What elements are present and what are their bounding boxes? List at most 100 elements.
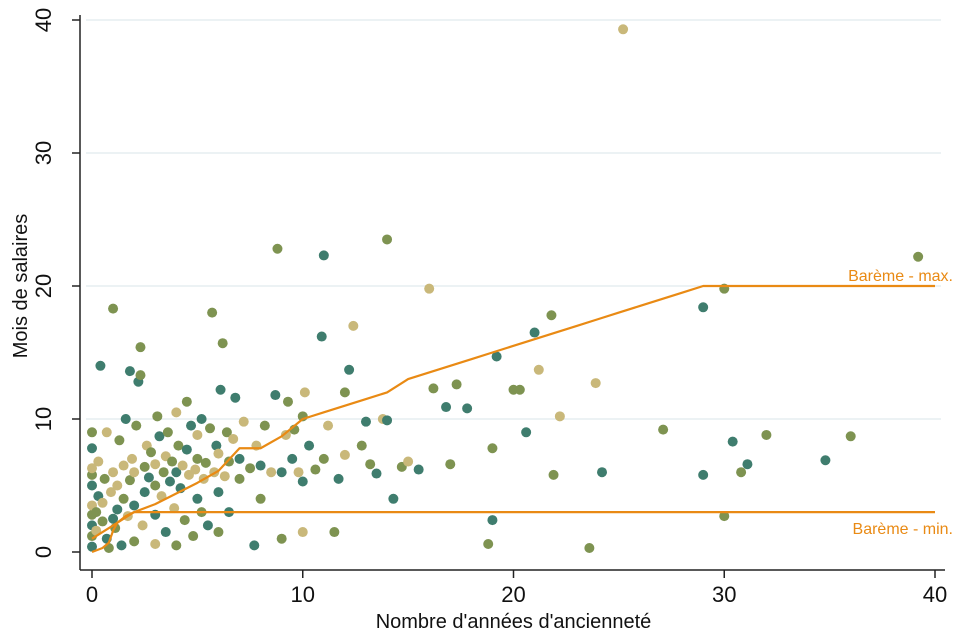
- data-point: [221, 427, 232, 438]
- data-point: [698, 302, 709, 313]
- data-point: [304, 440, 315, 451]
- data-point: [318, 250, 329, 261]
- data-point: [135, 342, 146, 353]
- data-point: [139, 461, 150, 472]
- data-point: [171, 467, 182, 478]
- data-point: [179, 515, 190, 526]
- x-tick-label: 10: [291, 582, 315, 607]
- data-point: [742, 459, 753, 470]
- data-point: [114, 435, 125, 446]
- data-point: [597, 467, 608, 478]
- axes: [72, 15, 945, 578]
- data-point: [546, 310, 557, 321]
- data-point: [255, 493, 266, 504]
- data-point: [514, 384, 525, 395]
- data-point: [146, 447, 157, 458]
- data-point: [135, 370, 146, 381]
- data-point: [913, 251, 924, 262]
- data-point: [339, 387, 350, 398]
- data-point: [310, 464, 321, 475]
- data-point: [150, 480, 161, 491]
- data-point: [348, 320, 359, 331]
- data-point: [190, 464, 201, 475]
- data-point: [382, 415, 393, 426]
- y-tick-label: 30: [31, 141, 56, 165]
- data-point: [101, 427, 112, 438]
- data-point: [276, 467, 287, 478]
- data-point: [590, 378, 601, 389]
- data-point: [213, 448, 224, 459]
- data-point: [196, 414, 207, 424]
- data-point: [108, 513, 119, 524]
- data-point: [169, 503, 180, 514]
- data-point: [188, 531, 199, 542]
- data-point: [266, 467, 277, 478]
- data-point: [487, 443, 498, 454]
- data-point: [548, 469, 559, 480]
- data-point: [223, 456, 234, 467]
- data-point: [323, 420, 334, 431]
- data-point: [299, 387, 310, 398]
- data-point: [112, 480, 123, 491]
- data-point: [177, 460, 188, 471]
- data-point: [181, 396, 192, 407]
- data-point: [618, 24, 629, 35]
- bareme-line-min: [91, 510, 935, 554]
- data-point: [428, 383, 439, 394]
- data-point: [736, 467, 747, 478]
- data-point: [129, 467, 140, 478]
- data-point: [584, 543, 595, 554]
- data-point: [533, 364, 544, 375]
- data-point: [441, 402, 452, 413]
- data-point: [162, 427, 173, 438]
- data-point: [131, 420, 142, 431]
- y-tick-label: 10: [31, 407, 56, 431]
- data-point: [192, 453, 203, 464]
- data-point: [87, 541, 97, 552]
- data-point: [388, 493, 399, 504]
- bareme-line-max: [91, 284, 935, 540]
- data-point: [192, 429, 203, 440]
- data-point: [116, 540, 127, 551]
- data-point: [297, 527, 308, 538]
- data-point: [238, 416, 249, 427]
- data-point: [118, 460, 129, 471]
- data-point: [129, 536, 140, 547]
- data-point: [727, 436, 738, 447]
- data-point: [167, 456, 178, 467]
- x-tick-label: 0: [86, 582, 98, 607]
- data-point: [272, 243, 283, 254]
- data-point: [234, 453, 245, 464]
- data-point: [316, 331, 327, 342]
- data-point: [127, 453, 138, 464]
- data-point: [207, 307, 218, 318]
- series-label: Barème - max.: [848, 268, 953, 285]
- data-point: [318, 453, 329, 464]
- data-point: [213, 487, 224, 498]
- data-point: [219, 471, 230, 482]
- data-point: [339, 449, 350, 460]
- data-point: [150, 539, 161, 550]
- data-point: [451, 379, 462, 390]
- data-point: [87, 463, 97, 474]
- series-label: Barème - min.: [853, 521, 953, 538]
- data-point: [95, 360, 106, 371]
- data-point: [160, 527, 171, 538]
- data-point: [202, 520, 213, 531]
- data-point: [105, 487, 116, 498]
- data-point: [87, 427, 97, 438]
- data-point: [108, 303, 119, 314]
- y-axis-title: Mois de salaires: [10, 214, 32, 359]
- data-point: [97, 497, 108, 508]
- data-point: [245, 463, 256, 474]
- data-point: [213, 527, 224, 538]
- data-points: [87, 24, 924, 554]
- data-point: [87, 443, 97, 454]
- data-point: [255, 460, 266, 471]
- data-point: [293, 467, 304, 478]
- data-point: [129, 500, 140, 511]
- data-point: [158, 467, 169, 478]
- data-point: [521, 427, 532, 438]
- data-point: [215, 384, 226, 395]
- data-point: [356, 440, 367, 451]
